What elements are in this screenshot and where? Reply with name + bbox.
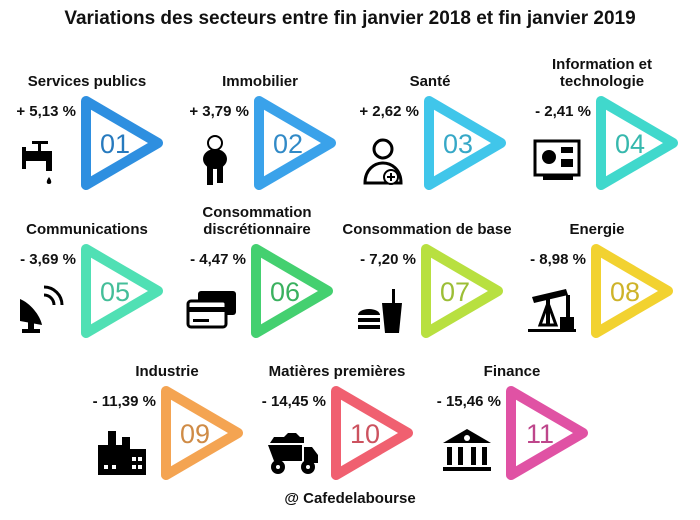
sector-card: Matières premières - 14,45 % 10 xyxy=(252,363,422,510)
sector-card: Santé + 2,62 % 03 xyxy=(345,73,515,220)
credit-cards-icon xyxy=(186,291,236,329)
sector-name: Communications xyxy=(26,221,148,238)
infographic-title: Variations des secteurs entre fin janvie… xyxy=(64,8,636,29)
faucet-icon xyxy=(22,141,52,184)
sector-variation: - 2,41 % xyxy=(535,103,591,120)
circuit-board-icon xyxy=(533,139,581,180)
triangle-badge xyxy=(81,96,163,190)
sector-variation: + 2,62 % xyxy=(359,103,419,120)
sector-card: Finance - 15,46 % 11 xyxy=(427,363,597,510)
sector-name: Industrie xyxy=(135,363,199,380)
sector-variation: - 14,45 % xyxy=(261,393,326,410)
burger-drink-icon xyxy=(358,289,402,333)
oil-pump-icon xyxy=(528,289,576,332)
triangle-badge xyxy=(161,386,243,480)
keys-icon xyxy=(203,135,227,185)
sector-name: Immobilier xyxy=(222,73,298,90)
sector-number: 03 xyxy=(442,129,474,159)
sector-card: Industrie - 11,39 % 09 xyxy=(82,363,252,510)
triangle-badge xyxy=(331,386,413,480)
sector-card: Immobilier + 3,79 % 02 xyxy=(175,73,345,220)
sector-variation: + 5,13 % xyxy=(16,103,76,120)
sector-name: Information et technologie xyxy=(552,56,652,90)
triangle-badge xyxy=(424,96,506,190)
sector-variation: - 15,46 % xyxy=(436,393,501,410)
sector-name: Consommation de base xyxy=(342,221,512,238)
sector-name: Santé xyxy=(409,73,451,90)
sector-name: Energie xyxy=(569,221,625,238)
sector-number: 02 xyxy=(272,129,304,159)
sector-variation: - 7,20 % xyxy=(360,251,416,268)
source-credit: @ Cafedelabourse xyxy=(284,490,416,507)
sector-variation: - 3,69 % xyxy=(20,251,76,268)
sector-variation: - 4,47 % xyxy=(190,251,246,268)
person-plus-icon xyxy=(363,138,403,185)
factory-icon xyxy=(98,431,146,475)
sector-variation: + 3,79 % xyxy=(189,103,249,120)
sector-number: 10 xyxy=(349,419,381,449)
sector-number: 07 xyxy=(439,277,471,307)
sector-number: 08 xyxy=(609,277,641,307)
triangle-badge xyxy=(251,244,333,338)
sector-number: 01 xyxy=(99,129,131,159)
sector-card: Energie - 8,98 % 08 xyxy=(512,221,682,368)
sector-name: Services publics xyxy=(27,73,147,90)
sector-number: 11 xyxy=(525,419,555,449)
bank-icon xyxy=(443,429,491,471)
triangle-badge xyxy=(591,244,673,338)
satellite-dish-icon xyxy=(20,285,64,333)
triangle-badge xyxy=(596,96,678,190)
triangle-badge xyxy=(421,244,503,338)
sector-variation: - 8,98 % xyxy=(530,251,586,268)
sector-number: 05 xyxy=(99,277,131,307)
sector-card: Communications - 3,69 % 05 xyxy=(2,221,172,368)
sector-variation: - 11,39 % xyxy=(92,393,156,410)
sector-number: 09 xyxy=(179,419,211,449)
sector-card: Services publics + 5,13 % 01 xyxy=(2,73,172,220)
mining-truck-icon xyxy=(268,433,318,474)
sector-card: Consommation de base - 7,20 % 07 xyxy=(342,221,512,368)
sector-number: 04 xyxy=(614,129,646,159)
sector-name: Consommation discrétionnaire xyxy=(202,204,312,238)
triangle-badge xyxy=(254,96,336,190)
triangle-badge xyxy=(81,244,163,338)
sector-card: Information et technologie - 2,41 % 04 xyxy=(517,56,687,220)
sector-number: 06 xyxy=(269,277,301,307)
sector-card: Consommation discrétionnaire - 4,47 % 06 xyxy=(172,204,342,368)
triangle-badge xyxy=(506,386,588,480)
sector-name: Matières premières xyxy=(268,363,406,380)
sector-name: Finance xyxy=(483,363,541,380)
